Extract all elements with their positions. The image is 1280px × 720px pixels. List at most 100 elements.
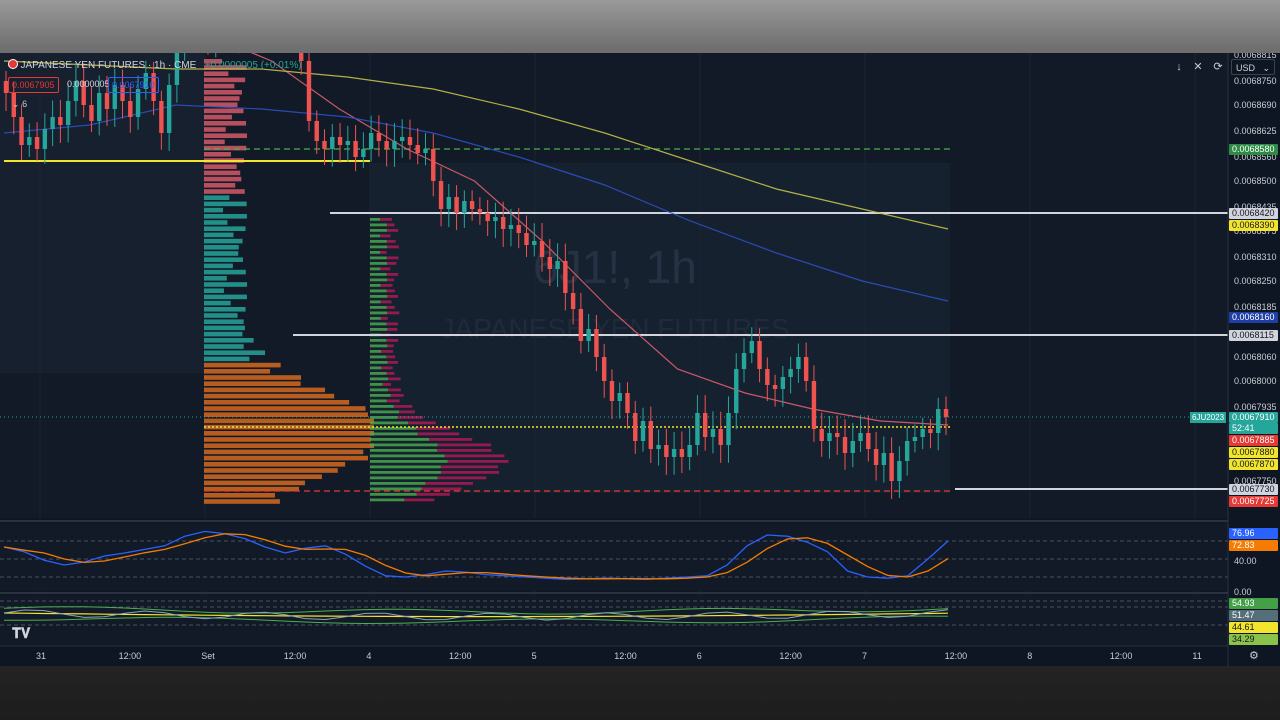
profile-bar (370, 284, 381, 287)
band-oscillator (3, 609, 949, 621)
profile-bar (416, 427, 451, 430)
profile-bar (204, 468, 338, 473)
candle-body (555, 261, 560, 269)
symbol-legend[interactable]: JAPANESE YEN FUTURES · 1h · CME +0.00000… (8, 59, 302, 72)
time-tick-label: 5 (531, 651, 537, 661)
arrow-down-icon[interactable]: ↓ (1176, 61, 1182, 73)
price-tick-label: 0.0068500 (1234, 176, 1277, 186)
profile-bar (204, 375, 302, 380)
profile-bar (370, 234, 381, 238)
profile-bar (437, 449, 492, 452)
profile-bar (381, 366, 393, 370)
collapse-icon[interactable]: ✕ (1193, 61, 1203, 73)
settings-icon[interactable]: ⚙ (1249, 650, 1259, 662)
candle-body (532, 241, 537, 245)
profile-bar (204, 393, 335, 399)
watermark-name: JAPANESE YEN FUTURES (440, 313, 789, 344)
profile-bar (370, 372, 387, 375)
candle-body (306, 61, 312, 121)
profile-bar (204, 387, 326, 393)
profile-bar (382, 383, 391, 386)
profile-bar (370, 443, 438, 447)
time-tick-label: 12:00 (283, 651, 307, 661)
candle-body (827, 433, 832, 441)
bands-pane (0, 600, 1228, 626)
profile-bar (204, 152, 231, 157)
profile-bar (204, 183, 236, 188)
profile-bar (204, 480, 305, 486)
price-tick-label: 0.0067750 (1234, 476, 1277, 486)
candle-body (128, 101, 133, 117)
candle-body (166, 85, 172, 133)
profile-bar (204, 263, 233, 269)
band-value-4: 34.29 (1229, 634, 1278, 645)
candle-body (710, 429, 716, 437)
profile-bar (204, 257, 243, 262)
chart-canvas[interactable]: 6J1!, 1h JAPANESE YEN FUTURES (0, 53, 1280, 666)
candle-body (376, 133, 382, 141)
candle-body (578, 309, 584, 341)
profile-bar (370, 322, 387, 326)
candle-body (42, 129, 48, 149)
candle-body (625, 393, 630, 413)
profile-bar (440, 465, 499, 469)
candle-body (438, 181, 444, 209)
price-tag: 0.0068420 (1229, 207, 1278, 219)
profile-bar (370, 229, 387, 232)
refresh-icon[interactable]: ⟳ (1213, 61, 1223, 73)
profile-bar (204, 195, 230, 200)
indicators-toggle[interactable]: ⌄ 6 (12, 98, 27, 110)
price-tag: 0.0068390 (1229, 219, 1278, 231)
candle-body (640, 421, 646, 441)
price-tag: 0.0067885 (1229, 434, 1278, 446)
profile-bar (204, 431, 374, 436)
candle-body (135, 89, 141, 117)
chart-window[interactable]: 6J1!, 1h JAPANESE YEN FUTURES JAPANESE Y… (0, 53, 1280, 666)
profile-bar (370, 405, 394, 408)
profile-bar (370, 295, 388, 298)
profile-bar (370, 289, 387, 293)
profile-bar (204, 121, 247, 126)
candle-body (353, 141, 358, 157)
bar-countdown: 52:41 (1229, 422, 1278, 434)
candle-body (89, 105, 94, 121)
band-lower (3, 615, 949, 625)
profile-bar (204, 127, 226, 132)
candle-body (73, 81, 79, 101)
bid-price-box[interactable]: 0.0067905 (8, 77, 59, 93)
profile-bar (387, 245, 399, 249)
profile-bar (370, 476, 438, 480)
profile-bar (370, 498, 405, 502)
profile-bar (204, 108, 244, 114)
currency-select[interactable]: USD ⌄ (1231, 59, 1275, 75)
candle-body (679, 449, 685, 457)
profile-bar (386, 223, 395, 227)
watermark-symbol: 6J1!, 1h (533, 241, 697, 293)
profile-bar (204, 189, 245, 194)
profile-bar (370, 328, 388, 331)
profile-bar (204, 59, 222, 64)
band-middle (3, 612, 949, 618)
profile-bar (387, 262, 397, 265)
horizontal-levels[interactable] (0, 148, 1228, 492)
candle-body (454, 197, 459, 213)
candle-body (734, 369, 739, 413)
time-tick-label: 4 (366, 651, 372, 661)
candle-body (796, 357, 801, 369)
symbol-watermark: 6J1!, 1h JAPANESE YEN FUTURES (440, 241, 789, 344)
ask-price-box[interactable]: 0.0067910 (108, 77, 159, 93)
candle-body (508, 225, 514, 229)
candle-body (881, 453, 887, 465)
tradingview-logo-icon[interactable]: 𝐓𝐕 (12, 625, 31, 641)
candle-body (936, 409, 941, 433)
indicators-count: 6 (22, 99, 28, 109)
profile-bar (370, 317, 381, 320)
profile-bar (204, 90, 242, 95)
symbol-title: JAPANESE YEN FUTURES · 1h · CME (20, 60, 197, 71)
volume-profile (204, 59, 509, 504)
profile-bar (204, 133, 247, 138)
candle-body (120, 85, 125, 101)
profile-bar (370, 278, 388, 282)
candle-body (539, 241, 545, 257)
price-tick-label: 0.0067935 (1234, 402, 1277, 412)
